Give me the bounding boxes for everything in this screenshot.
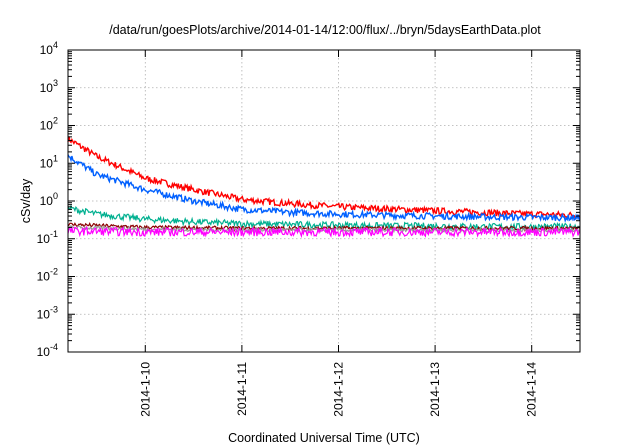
y-tick-base: 10 bbox=[40, 119, 54, 133]
y-axis-title: cSv/day bbox=[19, 178, 33, 223]
y-tick-label: 103 bbox=[40, 78, 58, 95]
y-tick-label: 10-1 bbox=[37, 229, 58, 246]
series-line-1 bbox=[67, 136, 581, 220]
x-tick-label: 2014-1-11 bbox=[235, 362, 249, 416]
chart-title: /data/run/goesPlots/archive/2014-01-14/1… bbox=[109, 23, 541, 37]
x-tick-label: 2014-1-14 bbox=[525, 362, 539, 417]
x-tick-label: 2014-1-12 bbox=[331, 362, 345, 417]
y-tick-label: 102 bbox=[40, 116, 58, 133]
series-layer bbox=[67, 136, 581, 239]
y-tick-exponent: 1 bbox=[53, 153, 58, 163]
y-tick-base: 10 bbox=[37, 232, 51, 246]
y-tick-exponent: 3 bbox=[53, 78, 58, 88]
series-line-6 bbox=[67, 225, 581, 239]
y-tick-label: 104 bbox=[40, 40, 58, 57]
y-tick-base: 10 bbox=[37, 270, 51, 284]
y-tick-exponent: 2 bbox=[53, 116, 58, 126]
y-tick-label: 10-4 bbox=[37, 342, 58, 359]
y-tick-exponent: -3 bbox=[50, 304, 58, 314]
series-line-2 bbox=[67, 154, 581, 223]
y-tick-exponent: 0 bbox=[53, 191, 58, 201]
ticks-layer bbox=[68, 49, 580, 353]
y-tick-base: 10 bbox=[40, 194, 54, 208]
grid-layer bbox=[68, 50, 580, 352]
y-tick-label: 10-2 bbox=[37, 267, 58, 284]
y-tick-exponent: -1 bbox=[50, 229, 58, 239]
y-tick-label: 100 bbox=[40, 191, 58, 208]
y-tick-exponent: -2 bbox=[50, 267, 58, 277]
y-tick-base: 10 bbox=[37, 345, 51, 359]
y-tick-exponent: -4 bbox=[50, 342, 58, 352]
series-line-5 bbox=[67, 225, 581, 235]
y-tick-base: 10 bbox=[40, 43, 54, 57]
y-tick-label: 10-3 bbox=[37, 304, 58, 321]
x-tick-label: 2014-1-10 bbox=[138, 362, 152, 417]
y-tick-base: 10 bbox=[40, 81, 54, 95]
x-axis-title: Coordinated Universal Time (UTC) bbox=[228, 431, 420, 445]
x-tick-label: 2014-1-13 bbox=[428, 362, 442, 417]
y-tick-base: 10 bbox=[40, 156, 54, 170]
series-line-3 bbox=[67, 204, 581, 232]
x-axis-tick-labels: 2014-1-10 2014-1-11 2014-1-12 2014-1-13 2014… bbox=[138, 362, 538, 417]
y-tick-base: 10 bbox=[37, 307, 51, 321]
y-tick-exponent: 4 bbox=[53, 40, 58, 50]
y-tick-label: 101 bbox=[40, 153, 58, 170]
